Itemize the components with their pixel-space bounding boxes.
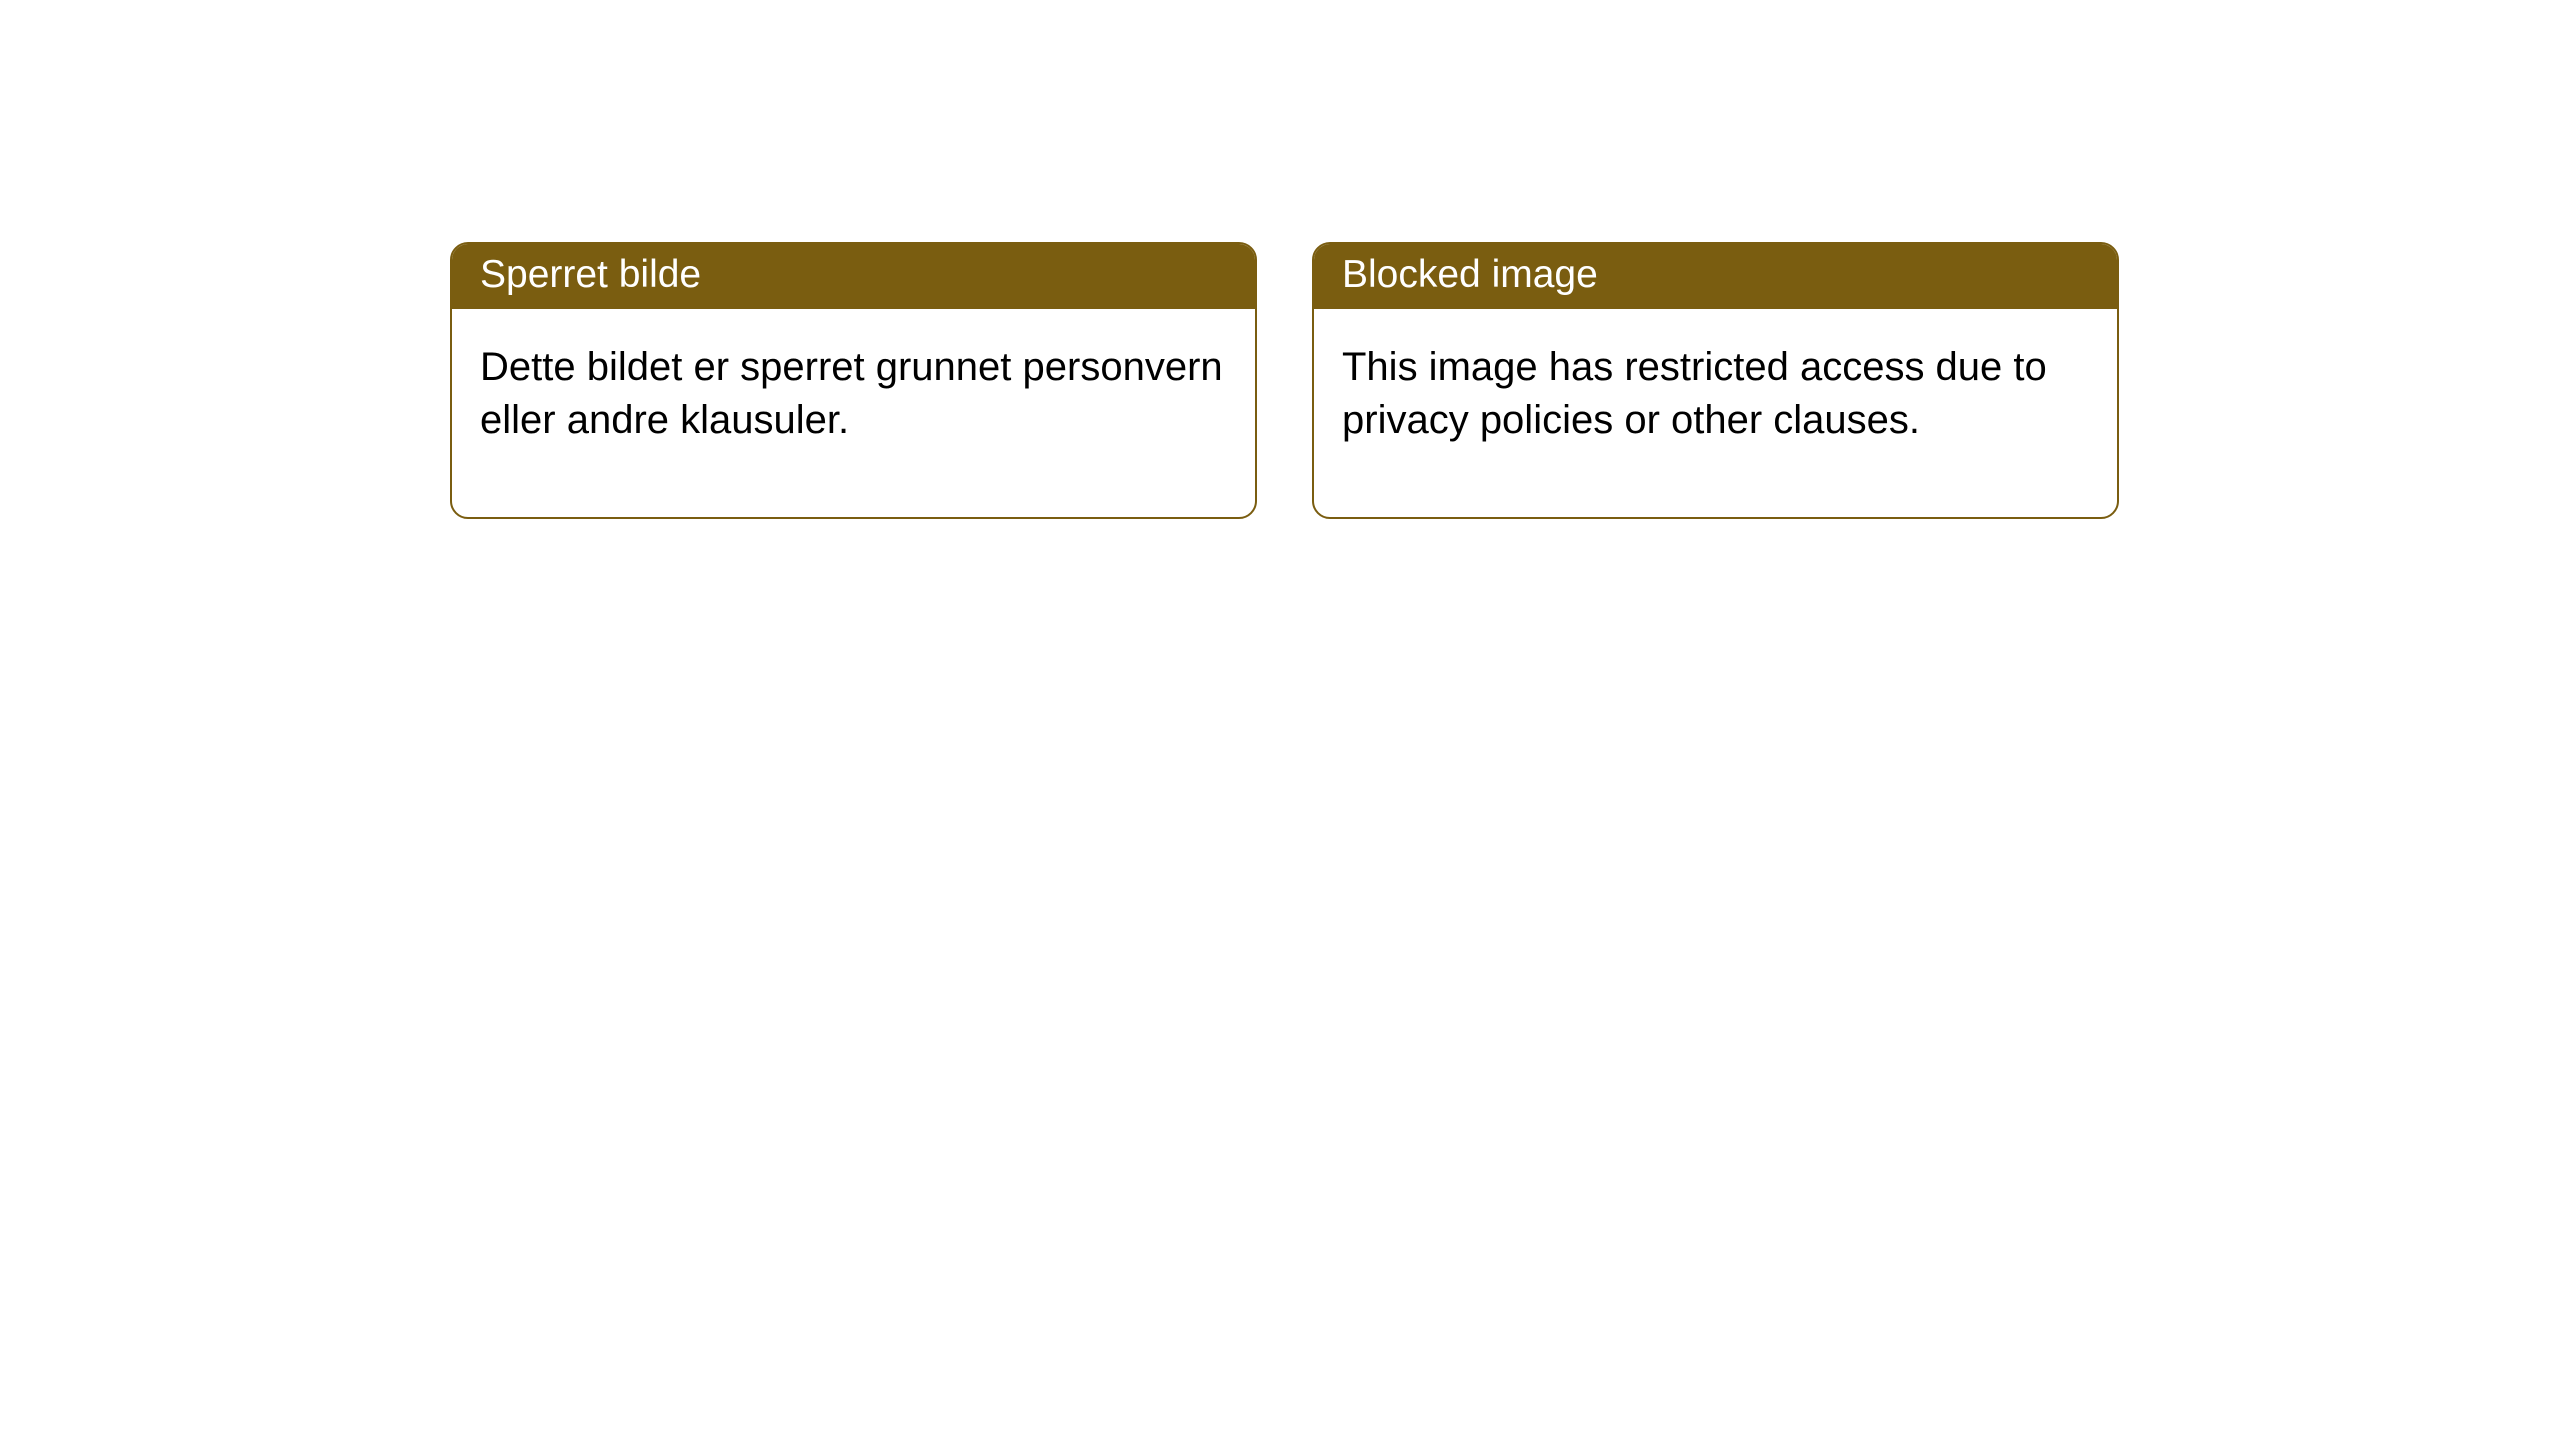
notice-cards-container: Sperret bilde Dette bildet er sperret gr… <box>450 242 2119 519</box>
notice-card-english: Blocked image This image has restricted … <box>1312 242 2119 519</box>
card-header-norwegian: Sperret bilde <box>452 244 1255 309</box>
card-header-english: Blocked image <box>1314 244 2117 309</box>
card-body-norwegian: Dette bildet er sperret grunnet personve… <box>452 309 1255 517</box>
notice-card-norwegian: Sperret bilde Dette bildet er sperret gr… <box>450 242 1257 519</box>
card-body-english: This image has restricted access due to … <box>1314 309 2117 517</box>
